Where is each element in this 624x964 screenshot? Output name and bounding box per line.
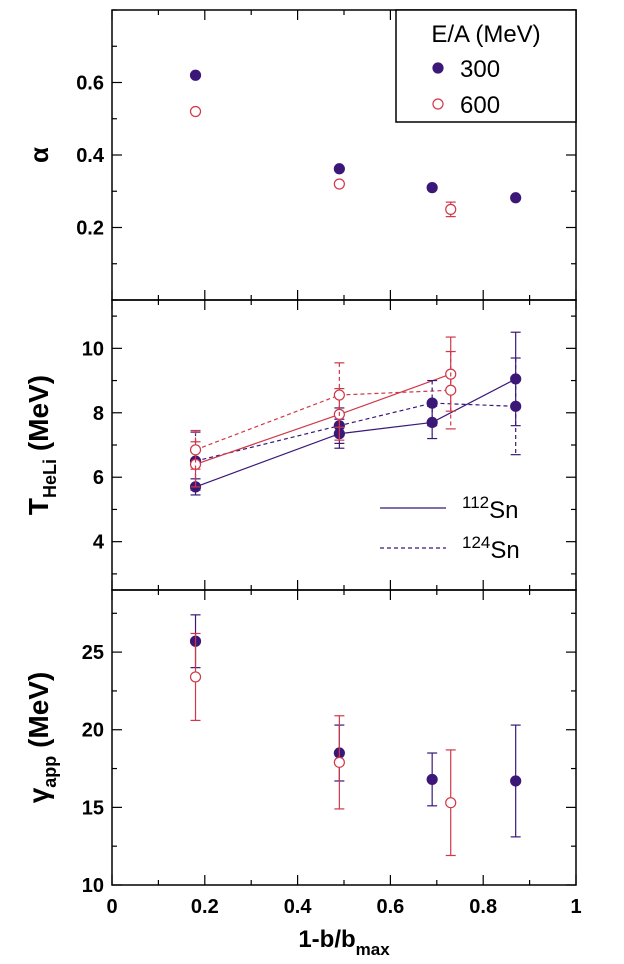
legend-energy: E/A (MeV) 300 600 bbox=[395, 9, 577, 123]
error-bar bbox=[510, 357, 521, 456]
x-tick-label: 0.6 bbox=[376, 896, 404, 918]
x-axis-title-sub: max bbox=[356, 940, 391, 959]
data-point bbox=[426, 182, 438, 194]
legend-marker bbox=[432, 62, 444, 74]
legend-superscript: 112 bbox=[462, 493, 489, 512]
legend-label: 124Sn bbox=[462, 533, 520, 564]
x-tick-label: 1 bbox=[570, 896, 581, 918]
panel-top: 0.2 0.4 0.6 α E/A (MeV) 300 600 bbox=[24, 9, 577, 301]
x-axis-title-main: 1-b/b bbox=[298, 926, 355, 953]
data-point bbox=[333, 163, 345, 175]
data-point bbox=[445, 384, 457, 396]
legend-text: Sn bbox=[490, 537, 519, 564]
y-axis-title-unit: (MeV) bbox=[23, 672, 54, 756]
data-point bbox=[445, 797, 457, 809]
data-point bbox=[189, 444, 202, 456]
data-point bbox=[189, 671, 202, 683]
x-axis-title: 1-b/bmax bbox=[298, 926, 390, 959]
y-axis-title-sub: app bbox=[40, 756, 60, 788]
y-tick-label: 4 bbox=[93, 532, 105, 554]
data-point bbox=[510, 400, 522, 412]
series-line bbox=[195, 378, 516, 488]
legend-text: Sn bbox=[489, 497, 518, 524]
legend-marker bbox=[432, 98, 444, 110]
data-point bbox=[189, 69, 202, 81]
series-line bbox=[195, 389, 451, 451]
data-point bbox=[445, 203, 457, 215]
series-line bbox=[195, 373, 451, 465]
data-point bbox=[426, 773, 438, 786]
legend-title: E/A (MeV) bbox=[431, 21, 540, 48]
y-axis-title: THeLi (MeV) bbox=[23, 375, 60, 515]
data-point bbox=[189, 105, 202, 118]
y-axis-title-sub: HeLi bbox=[40, 459, 60, 498]
legend-label: 600 bbox=[460, 92, 500, 119]
data-point bbox=[333, 178, 345, 190]
legend-superscript: 124 bbox=[462, 533, 490, 552]
data-point bbox=[333, 389, 345, 401]
x-tick-label: 0.4 bbox=[284, 896, 313, 918]
data-point bbox=[426, 397, 438, 409]
y-tick-label: 6 bbox=[93, 467, 104, 489]
y-tick-label: 8 bbox=[93, 403, 104, 425]
error-bar bbox=[334, 362, 345, 428]
y-tick-label: 10 bbox=[82, 875, 104, 897]
y-tick-label: 10 bbox=[82, 338, 104, 360]
y-tick-label: 15 bbox=[82, 797, 104, 819]
panel-bottom: 10 15 20 25 γapp (MeV) 0 0.2 0.4 0.6 0.8 1 1-b/bmax bbox=[23, 589, 582, 959]
x-tick-label: 0.2 bbox=[191, 896, 219, 918]
y-axis-title-main: γ bbox=[23, 787, 54, 803]
y-tick-label: 20 bbox=[82, 720, 104, 742]
x-tick-label: 0.8 bbox=[469, 896, 497, 918]
y-axis-title-unit: (MeV) bbox=[23, 375, 54, 459]
data-point bbox=[333, 756, 345, 768]
legend-label: 112Sn bbox=[462, 493, 518, 524]
data-point bbox=[510, 192, 522, 204]
y-tick-label: 0.4 bbox=[76, 145, 105, 167]
panel-frame bbox=[111, 589, 577, 886]
y-tick-label: 0.2 bbox=[76, 218, 104, 240]
y-tick-label: 0.6 bbox=[76, 73, 104, 95]
y-tick-label: 25 bbox=[82, 642, 104, 664]
data-point bbox=[510, 775, 522, 787]
error-bar bbox=[190, 429, 201, 470]
y-axis-title: γapp (MeV) bbox=[23, 672, 60, 804]
x-tick-label: 0 bbox=[106, 896, 117, 918]
y-axis-title-main: T bbox=[23, 498, 54, 515]
legend-box bbox=[395, 9, 577, 123]
legend-label: 300 bbox=[460, 56, 500, 83]
y-axis-title: α bbox=[24, 147, 54, 163]
